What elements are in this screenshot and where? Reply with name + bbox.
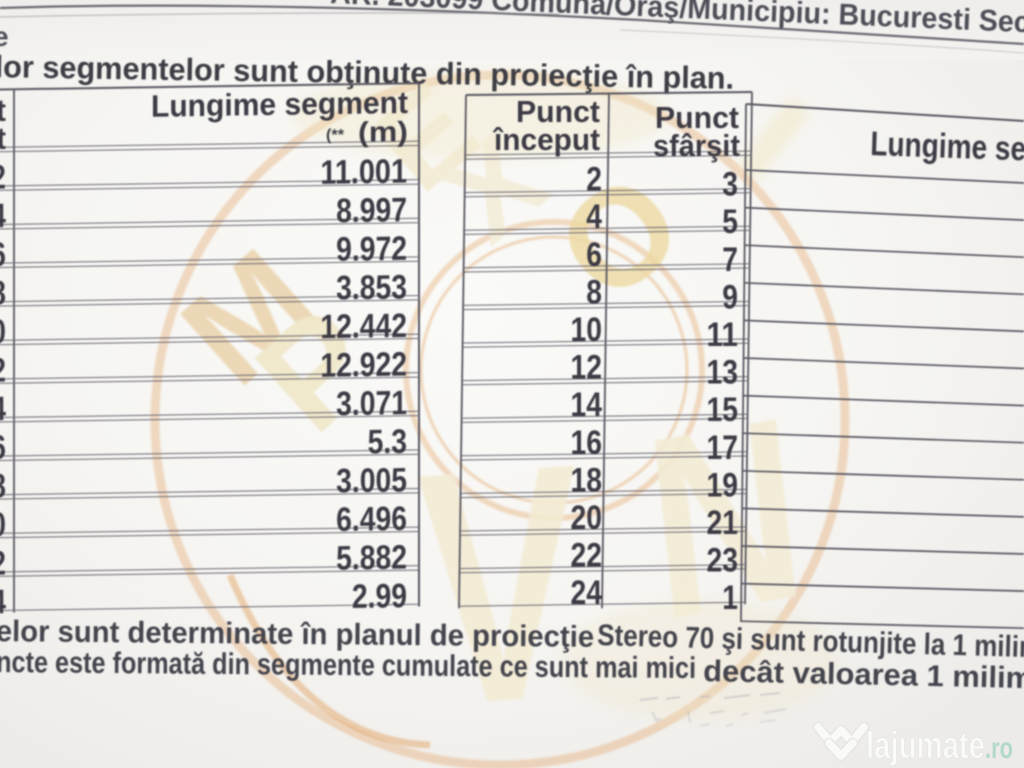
svg-text:16: 16 bbox=[0, 429, 6, 467]
svg-text:lajumate: lajumate bbox=[866, 725, 985, 767]
svg-text:4: 4 bbox=[586, 198, 602, 236]
svg-text:20: 20 bbox=[0, 506, 6, 544]
svg-text:2: 2 bbox=[0, 159, 6, 197]
svg-text:V: V bbox=[414, 394, 589, 768]
svg-text:24: 24 bbox=[0, 583, 6, 621]
svg-text:Lungime segment: Lungime segment bbox=[151, 85, 408, 124]
svg-text:22: 22 bbox=[0, 545, 6, 583]
svg-text:sfârşit: sfârşit bbox=[653, 128, 740, 163]
svg-text:ţelor sunt determinate în plan: ţelor sunt determinate în planul de proi… bbox=[0, 615, 594, 654]
svg-text:21: 21 bbox=[707, 504, 739, 542]
svg-text:8.997: 8.997 bbox=[336, 191, 407, 230]
svg-text:3.071: 3.071 bbox=[336, 384, 407, 423]
svg-text:decât valoarea 1 milim: decât valoarea 1 milim bbox=[703, 655, 1024, 695]
svg-text:6.496: 6.496 bbox=[336, 500, 407, 539]
svg-text:11.001: 11.001 bbox=[320, 153, 407, 192]
svg-text:început: început bbox=[492, 122, 600, 157]
svg-text:18: 18 bbox=[0, 467, 6, 505]
svg-text:15: 15 bbox=[707, 391, 739, 429]
svg-text:3: 3 bbox=[722, 166, 738, 204]
svg-text:17: 17 bbox=[707, 429, 739, 467]
svg-text:8: 8 bbox=[0, 274, 6, 312]
svg-text:Punct: Punct bbox=[516, 94, 600, 129]
svg-text:(**: (** bbox=[326, 127, 345, 144]
svg-text:20: 20 bbox=[571, 499, 603, 537]
svg-text:6: 6 bbox=[0, 236, 6, 274]
svg-text:5: 5 bbox=[722, 203, 738, 241]
svg-text:9.972: 9.972 bbox=[336, 230, 407, 269]
svg-text:7: 7 bbox=[722, 241, 738, 279]
svg-text:4: 4 bbox=[0, 197, 6, 235]
svg-text:2.99: 2.99 bbox=[352, 577, 407, 616]
svg-text:e: e bbox=[0, 21, 9, 52]
svg-text:5.882: 5.882 bbox=[336, 539, 407, 578]
svg-text:12: 12 bbox=[0, 352, 6, 390]
svg-text:10: 10 bbox=[0, 313, 6, 351]
svg-text:3.005: 3.005 bbox=[336, 461, 407, 500]
svg-text:18: 18 bbox=[571, 461, 603, 499]
svg-text:Punct: Punct bbox=[0, 93, 6, 129]
svg-text:22: 22 bbox=[571, 537, 603, 575]
svg-text:2: 2 bbox=[586, 161, 602, 199]
svg-text:Punct: Punct bbox=[655, 100, 739, 135]
svg-text:24: 24 bbox=[571, 574, 603, 612]
svg-text:(m): (m) bbox=[358, 116, 408, 148]
svg-text:5.3: 5.3 bbox=[368, 423, 407, 462]
svg-text:13: 13 bbox=[707, 354, 739, 392]
svg-text:11: 11 bbox=[707, 316, 739, 354]
svg-text:sfârşit: sfârşit bbox=[0, 121, 6, 157]
svg-text:1: 1 bbox=[722, 579, 738, 617]
svg-text:8: 8 bbox=[586, 273, 602, 311]
svg-text:10: 10 bbox=[571, 311, 603, 349]
svg-text:14: 14 bbox=[0, 390, 6, 428]
svg-text:14: 14 bbox=[571, 386, 603, 424]
svg-text:.ro: .ro bbox=[985, 732, 1013, 765]
svg-text:19: 19 bbox=[707, 466, 739, 504]
svg-text:3.853: 3.853 bbox=[336, 268, 407, 307]
svg-text:23: 23 bbox=[707, 542, 739, 580]
svg-text:Lungime segment: Lungime segment bbox=[870, 125, 1024, 171]
svg-text:12.442: 12.442 bbox=[320, 307, 407, 346]
svg-text:16: 16 bbox=[571, 424, 603, 462]
svg-text:ncte este formată din segmente: ncte este formată din segmente cumulate … bbox=[0, 646, 696, 685]
svg-text:6: 6 bbox=[586, 236, 602, 274]
svg-text:9: 9 bbox=[722, 278, 738, 316]
svg-text:12: 12 bbox=[571, 349, 603, 387]
svg-text:12.922: 12.922 bbox=[320, 346, 407, 385]
